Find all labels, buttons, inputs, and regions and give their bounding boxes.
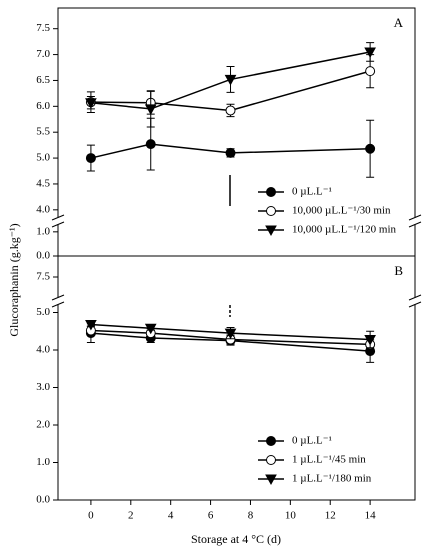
axis-break [51, 221, 65, 228]
axis-break [409, 298, 421, 304]
x-tick-label: 2 [128, 510, 134, 522]
data-point [224, 328, 237, 340]
y-tick-label: 5.0 [36, 152, 50, 164]
data-point [365, 66, 376, 77]
y-tick-label: 7.0 [36, 48, 50, 60]
y-tick-label: 6.0 [36, 100, 50, 112]
axis-break [52, 218, 64, 224]
axis-break [408, 301, 422, 308]
y-axis-label: Glucoraphanin (g.kg⁻¹) [7, 223, 21, 336]
axis-break [408, 221, 422, 228]
data-point [225, 147, 236, 158]
data-point [225, 105, 236, 116]
series-line [90, 329, 371, 346]
legend-marker [265, 225, 277, 237]
legend-label: 10,000 µL.L⁻¹/120 min [292, 224, 397, 236]
series-line [90, 323, 371, 341]
series-line [90, 143, 371, 159]
y-tick-label: 3.0 [36, 381, 50, 393]
data-point [85, 320, 97, 331]
axis-break [51, 214, 65, 221]
data-point [85, 98, 97, 109]
x-tick-label: 12 [325, 510, 336, 522]
legend-label: 1 µL.L⁻¹/45 min [292, 454, 366, 466]
series-line [90, 332, 371, 352]
data-point [85, 153, 96, 164]
y-tick-label: 7.5 [36, 22, 50, 34]
data-point [145, 139, 156, 150]
y-tick-label: 1.0 [36, 225, 50, 237]
legend-label: 10,000 µL.L⁻¹/30 min [292, 205, 391, 217]
legend-label: 0 µL.L⁻¹ [292, 435, 332, 447]
x-tick-label: 8 [248, 510, 254, 522]
y-tick-label: 4.0 [36, 344, 50, 356]
x-tick-label: 14 [365, 510, 377, 522]
x-tick-label: 6 [208, 510, 214, 522]
y-tick-label: 6.5 [36, 74, 50, 86]
y-tick-label: 5.0 [36, 306, 50, 318]
legend-marker [266, 206, 276, 216]
x-tick-label: 4 [168, 510, 174, 522]
axis-break [51, 301, 65, 308]
y-tick-label: 4.0 [36, 203, 50, 215]
legend-marker [266, 187, 276, 197]
y-tick-label: 0.0 [36, 494, 50, 506]
panel-label: B [394, 263, 403, 278]
axis-break [51, 294, 65, 301]
legend-marker [266, 436, 276, 446]
panel-label: A [394, 15, 404, 30]
data-point [144, 104, 157, 115]
axis-break [409, 218, 421, 224]
data-point [364, 335, 376, 346]
y-tick-label: 5.5 [36, 126, 50, 138]
data-point [224, 74, 237, 86]
axis-break [408, 214, 422, 221]
x-tick-label: 0 [88, 510, 94, 522]
series-line [90, 51, 371, 110]
plot-frame [57, 255, 416, 501]
y-tick-label: 7.5 [36, 271, 50, 283]
axis-break [408, 294, 422, 301]
series-line [90, 70, 371, 112]
y-tick-label: 1.0 [36, 456, 50, 468]
x-tick-label: 10 [285, 510, 297, 522]
y-tick-label: 4.5 [36, 177, 50, 189]
y-tick-label: 2.0 [36, 419, 50, 431]
legend-marker [266, 455, 276, 465]
x-axis-label: Storage at 4 °C (d) [191, 532, 281, 546]
data-point [144, 323, 157, 335]
legend-marker [265, 474, 277, 486]
legend-label: 0 µL.L⁻¹ [292, 186, 332, 198]
data-point [365, 143, 376, 154]
plot-frame [57, 7, 416, 257]
legend-label: 1 µL.L⁻¹/180 min [292, 473, 372, 485]
y-tick-label: 0.0 [36, 250, 50, 262]
data-point [364, 47, 376, 59]
axis-break [52, 298, 64, 304]
